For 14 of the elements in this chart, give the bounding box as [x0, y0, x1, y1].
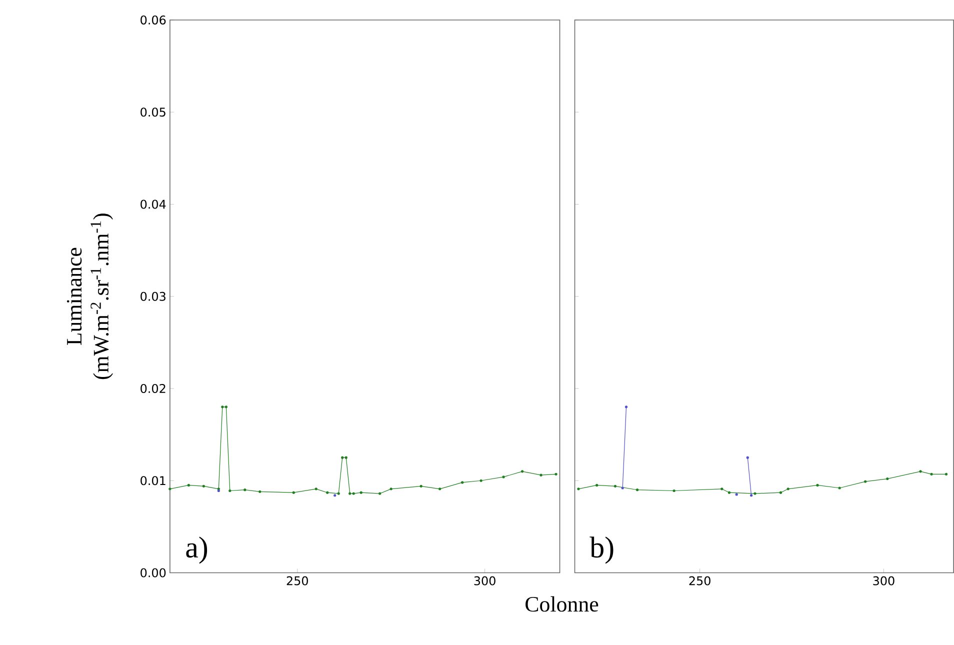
y-tick-label: 0.02 [140, 384, 166, 394]
y-tick-label: 0.04 [140, 200, 166, 209]
y-tick-label: 0.03 [140, 292, 166, 302]
x-axis-title: Colonne [526, 596, 598, 612]
y-tick-label: 0.05 [140, 108, 166, 117]
y-tick-label: 0.01 [140, 476, 166, 486]
x-tick-label: 250 [689, 576, 710, 586]
annotation: a) [186, 536, 208, 564]
x-tick-label: 250 [286, 576, 308, 586]
y-tick-label: 0.06 [140, 16, 166, 25]
annotation: b) [590, 536, 614, 564]
x-tick-label: 300 [474, 576, 496, 586]
y-tick-label: 0.00 [140, 568, 166, 578]
x-tick-label: 300 [873, 576, 894, 586]
